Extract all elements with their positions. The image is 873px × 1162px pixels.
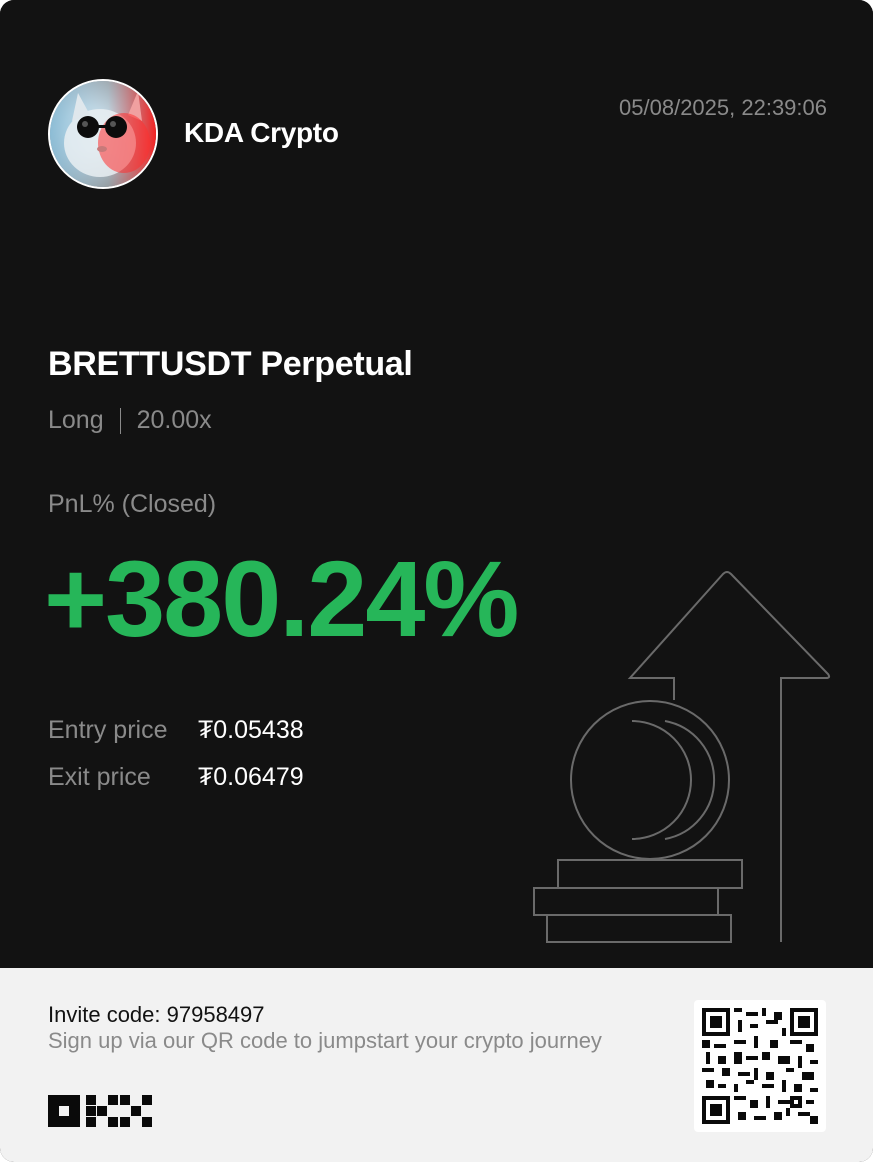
pnl-value: +380.24% bbox=[44, 538, 519, 659]
timestamp: 05/08/2025, 22:39:06 bbox=[619, 95, 827, 120]
leverage: 20.00x bbox=[136, 406, 212, 434]
coin-arrow-illustration-icon bbox=[533, 571, 831, 943]
exit-price-row: Exit price ₮0.06479 bbox=[48, 763, 304, 792]
meta-divider bbox=[119, 407, 121, 434]
username: KDA Crypto bbox=[184, 117, 339, 148]
entry-price-value: ₮0.05438 bbox=[198, 716, 304, 744]
entry-price-label: Entry price bbox=[48, 716, 168, 744]
invite-tagline: Sign up via our QR code to jumpstart you… bbox=[48, 1028, 602, 1053]
position-side: Long bbox=[48, 406, 104, 434]
trading-pair: BRETTUSDT Perpetual bbox=[48, 345, 413, 383]
exit-price-label: Exit price bbox=[48, 763, 151, 791]
card-top-section: KDA Crypto 05/08/2025, 22:39:06 BRETTUSD… bbox=[44, 79, 831, 943]
qr-code[interactable] bbox=[694, 1000, 826, 1132]
pnl-label: PnL% (Closed) bbox=[48, 490, 217, 518]
card-footer: Invite code: 97958497 Sign up via our QR… bbox=[0, 968, 873, 1162]
invite-code: Invite code: 97958497 bbox=[48, 1002, 265, 1027]
position-meta: Long 20.00x bbox=[48, 406, 212, 435]
okx-logo-icon bbox=[48, 1095, 152, 1127]
exit-price-value: ₮0.06479 bbox=[198, 763, 304, 791]
qr-code-icon bbox=[702, 1008, 818, 1124]
entry-price-row: Entry price ₮0.05438 bbox=[48, 716, 304, 745]
cat-with-sunglasses-avatar-icon bbox=[50, 81, 156, 187]
avatar bbox=[48, 79, 158, 189]
